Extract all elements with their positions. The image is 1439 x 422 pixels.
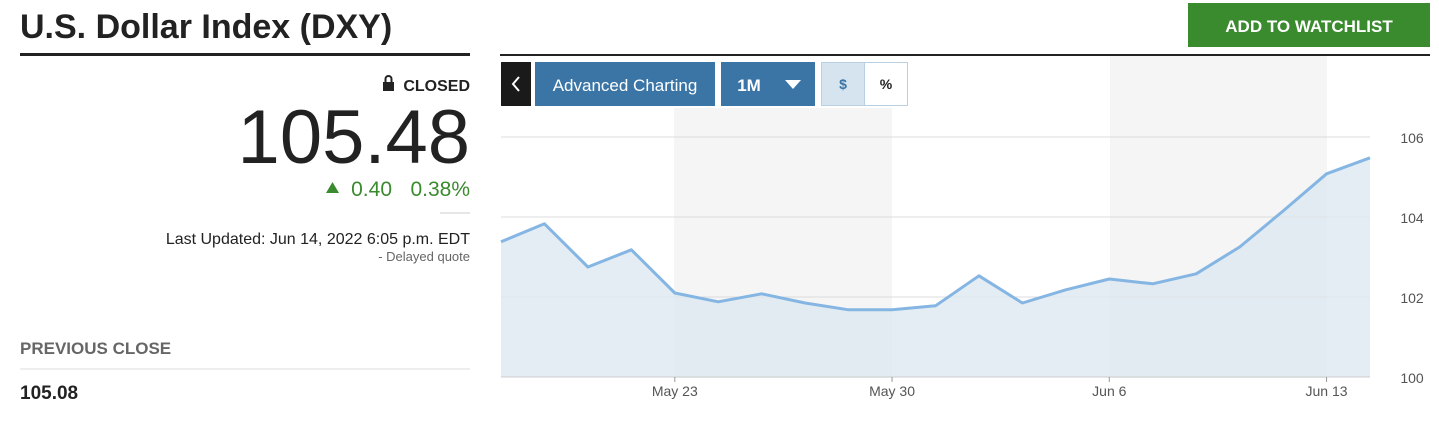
previous-close-label: PREVIOUS CLOSE — [20, 339, 171, 358]
y-tick-label: 106 — [1400, 130, 1424, 146]
lock-icon — [383, 75, 394, 91]
range-dropdown[interactable]: 1M — [721, 62, 815, 106]
x-tick-label: Jun 6 — [1092, 383, 1126, 399]
chart-rule — [500, 54, 1430, 56]
title-rule — [20, 53, 470, 56]
button-bg — [1188, 3, 1430, 47]
line — [500, 156, 1371, 312]
last-updated: Last Updated: Jun 14, 2022 6:05 p.m. EDT — [166, 231, 470, 248]
change-percent: 0.38% — [410, 178, 470, 201]
market-status: CLOSED — [403, 78, 470, 95]
y-tick-label: 100 — [1400, 370, 1424, 386]
area — [501, 157, 1370, 377]
change: 0.40 — [351, 178, 392, 201]
y-tick-label: 104 — [1400, 210, 1424, 226]
price: 105.48 — [238, 95, 470, 180]
toggle-label: $ — [839, 76, 847, 92]
title: U.S. Dollar Index (DXY) — [20, 8, 392, 46]
previous-close: 105.08 — [20, 383, 78, 404]
dollar-toggle[interactable]: $ — [821, 62, 865, 106]
x-tick-label: May 23 — [652, 383, 698, 399]
button-label: ADD TO WATCHLIST — [1225, 17, 1393, 36]
percent-toggle[interactable]: % — [864, 62, 908, 106]
button-label: Advanced Charting — [553, 76, 698, 95]
x-tick-label: Jun 13 — [1306, 383, 1348, 399]
x-tick-label: May 30 — [869, 383, 915, 399]
y-tick-label: 102 — [1400, 290, 1424, 306]
advanced-charting-button[interactable]: Advanced Charting — [535, 62, 715, 106]
dropdown-label: 1M — [737, 76, 761, 95]
collapse-button[interactable] — [501, 62, 531, 106]
delay-note: - Delayed quote — [378, 249, 470, 264]
up-arrow — [326, 182, 339, 193]
toggle-label: % — [880, 76, 893, 92]
watchlist-button[interactable]: ADD TO WATCHLIST — [1188, 3, 1430, 47]
